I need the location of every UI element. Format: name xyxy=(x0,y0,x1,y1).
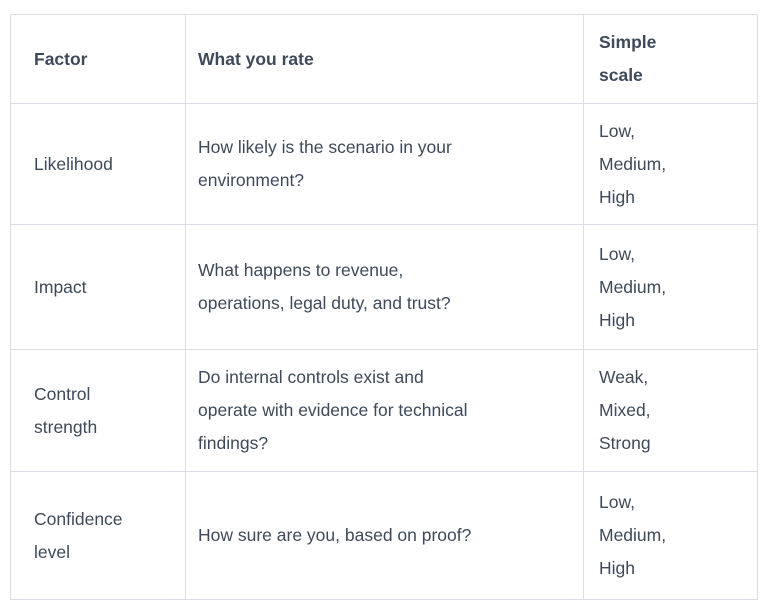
rating-factors-table: Factor What you rate Simple scale Likeli… xyxy=(10,14,758,600)
cell-factor: Confidence level xyxy=(10,471,186,600)
cell-what-you-rate: How likely is the scenario in your envir… xyxy=(185,103,584,225)
table-row-control-strength: Control strength Do internal controls ex… xyxy=(10,349,758,472)
table-row-impact: Impact What happens to revenue, operatio… xyxy=(10,224,758,350)
cell-factor: Impact xyxy=(10,224,186,350)
cell-what-you-rate: What happens to revenue, operations, leg… xyxy=(185,224,584,350)
cell-simple-scale: Low, Medium, High xyxy=(583,224,758,350)
cell-simple-scale: Weak, Mixed, Strong xyxy=(583,349,758,472)
header-row: Factor What you rate Simple scale xyxy=(10,14,758,104)
header-cell-factor: Factor xyxy=(10,14,186,104)
table-row-confidence-level: Confidence level How sure are you, based… xyxy=(10,471,758,600)
table-row-likelihood: Likelihood How likely is the scenario in… xyxy=(10,103,758,225)
cell-factor: Control strength xyxy=(10,349,186,472)
cell-simple-scale: Low, Medium, High xyxy=(583,471,758,600)
cell-factor: Likelihood xyxy=(10,103,186,225)
header-cell-simple-scale: Simple scale xyxy=(583,14,758,104)
cell-simple-scale: Low, Medium, High xyxy=(583,103,758,225)
header-cell-what-you-rate: What you rate xyxy=(185,14,584,104)
cell-what-you-rate: Do internal controls exist and operate w… xyxy=(185,349,584,472)
cell-what-you-rate: How sure are you, based on proof? xyxy=(185,471,584,600)
